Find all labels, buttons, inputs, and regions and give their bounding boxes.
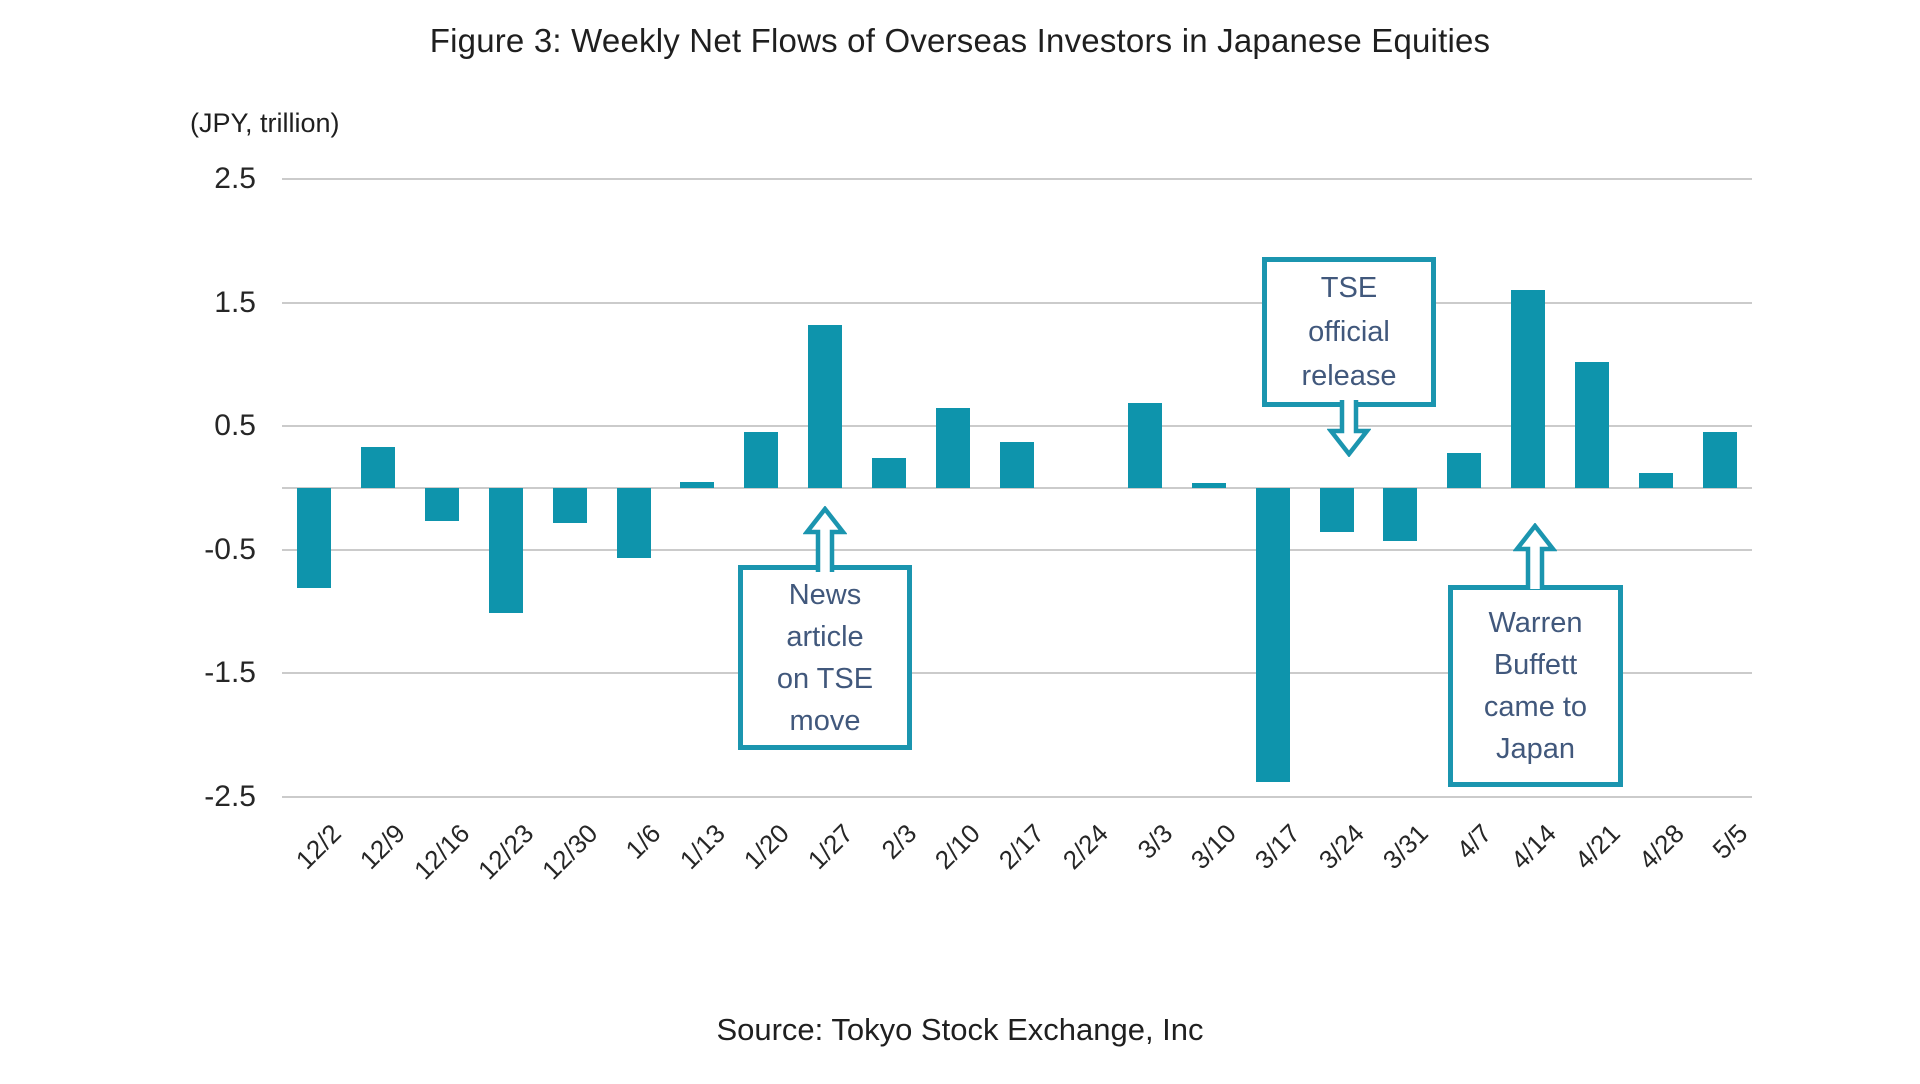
up-arrow-icon bbox=[803, 506, 847, 572]
bar-2/10 bbox=[936, 408, 970, 488]
gridline--0.5 bbox=[282, 549, 1752, 551]
bar-12/9 bbox=[361, 447, 395, 488]
up-arrow-icon bbox=[1513, 523, 1557, 589]
y-tick-label--2.5: -2.5 bbox=[204, 780, 256, 813]
annotation-news-article: News article on TSE move bbox=[738, 565, 912, 750]
chart-title: Figure 3: Weekly Net Flows of Overseas I… bbox=[429, 22, 1491, 59]
gridline-1.5 bbox=[282, 302, 1752, 304]
down-arrow-icon bbox=[1327, 400, 1371, 457]
x-tick-label-12/30: 12/30 bbox=[535, 818, 603, 886]
bar-4/28 bbox=[1639, 473, 1673, 488]
y-tick-label-2.5: 2.5 bbox=[214, 162, 256, 195]
zero-line bbox=[282, 487, 1752, 489]
x-tick-label-12/16: 12/16 bbox=[407, 818, 476, 886]
y-axis-unit-label: (JPY, trillion) bbox=[190, 108, 340, 138]
x-tick-label-2/10: 2/10 bbox=[929, 818, 987, 875]
bar-1/20 bbox=[744, 432, 778, 488]
annotation-warren-buffett-text: Warren Buffett came to Japan bbox=[1483, 607, 1588, 765]
x-tick-label-5/5: 5/5 bbox=[1706, 818, 1754, 865]
y-tick-label--1.5: -1.5 bbox=[204, 656, 256, 689]
annotation-warren-buffett: Warren Buffett came to Japan bbox=[1448, 585, 1623, 787]
bar-12/2 bbox=[297, 488, 331, 588]
bar-1/27 bbox=[808, 325, 842, 488]
bar-3/10 bbox=[1192, 483, 1226, 488]
bar-4/21 bbox=[1575, 362, 1609, 488]
x-tick-label-1/27: 1/27 bbox=[801, 818, 859, 875]
bar-1/13 bbox=[680, 482, 714, 488]
gridline-0.5 bbox=[282, 425, 1752, 427]
annotation-tse-release: TSE official release bbox=[1262, 257, 1436, 407]
annotation-tse-release-text: TSE official release bbox=[1301, 272, 1397, 392]
gridline--2.5 bbox=[282, 796, 1752, 798]
x-tick-label-12/23: 12/23 bbox=[471, 818, 539, 886]
bar-12/23 bbox=[489, 488, 523, 613]
bar-4/7 bbox=[1447, 453, 1481, 488]
bar-3/31 bbox=[1383, 488, 1417, 541]
x-tick-label-2/3: 2/3 bbox=[875, 818, 923, 865]
x-tick-label-12/9: 12/9 bbox=[354, 818, 412, 875]
bar-12/30 bbox=[553, 488, 587, 523]
bar-4/14 bbox=[1511, 290, 1545, 488]
gridline--1.5 bbox=[282, 672, 1752, 674]
x-tick-label-1/13: 1/13 bbox=[673, 818, 731, 875]
x-tick-label-4/28: 4/28 bbox=[1632, 818, 1690, 875]
bar-1/6 bbox=[617, 488, 651, 558]
bar-2/3 bbox=[872, 458, 906, 488]
x-tick-label-4/14: 4/14 bbox=[1504, 818, 1562, 875]
bar-2/17 bbox=[1000, 442, 1034, 488]
bar-12/16 bbox=[425, 488, 459, 521]
x-tick-label-3/10: 3/10 bbox=[1184, 818, 1242, 875]
x-tick-label-2/17: 2/17 bbox=[993, 818, 1051, 875]
bar-5/5 bbox=[1703, 432, 1737, 488]
source-caption: Source: Tokyo Stock Exchange, Inc bbox=[716, 1012, 1204, 1047]
x-tick-label-3/3: 3/3 bbox=[1131, 818, 1179, 865]
bar-3/24 bbox=[1320, 488, 1354, 532]
x-tick-label-3/31: 3/31 bbox=[1376, 818, 1434, 875]
x-tick-label-4/7: 4/7 bbox=[1450, 818, 1498, 865]
x-tick-label-1/6: 1/6 bbox=[619, 818, 667, 865]
x-tick-label-1/20: 1/20 bbox=[737, 818, 795, 875]
y-tick-label--0.5: -0.5 bbox=[204, 533, 256, 566]
x-tick-label-3/24: 3/24 bbox=[1312, 818, 1370, 875]
gridline-2.5 bbox=[282, 178, 1752, 180]
x-tick-label-12/2: 12/2 bbox=[290, 818, 348, 875]
x-tick-label-3/17: 3/17 bbox=[1248, 818, 1306, 875]
y-tick-label-0.5: 0.5 bbox=[214, 409, 256, 442]
x-tick-label-2/24: 2/24 bbox=[1057, 818, 1115, 875]
bar-3/3 bbox=[1128, 403, 1162, 488]
x-tick-label-4/21: 4/21 bbox=[1568, 818, 1626, 875]
y-tick-label-1.5: 1.5 bbox=[214, 286, 256, 319]
bar-3/17 bbox=[1256, 488, 1290, 782]
annotation-news-article-text: News article on TSE move bbox=[776, 578, 874, 737]
